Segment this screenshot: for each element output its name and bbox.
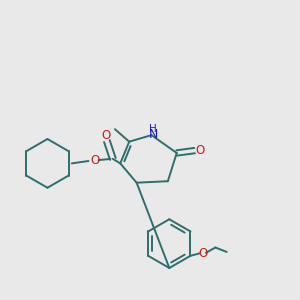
Text: O: O: [198, 247, 208, 260]
Text: N: N: [148, 128, 158, 141]
Text: O: O: [195, 143, 205, 157]
Text: O: O: [101, 129, 111, 142]
Text: O: O: [90, 154, 100, 167]
Text: H: H: [149, 124, 157, 134]
